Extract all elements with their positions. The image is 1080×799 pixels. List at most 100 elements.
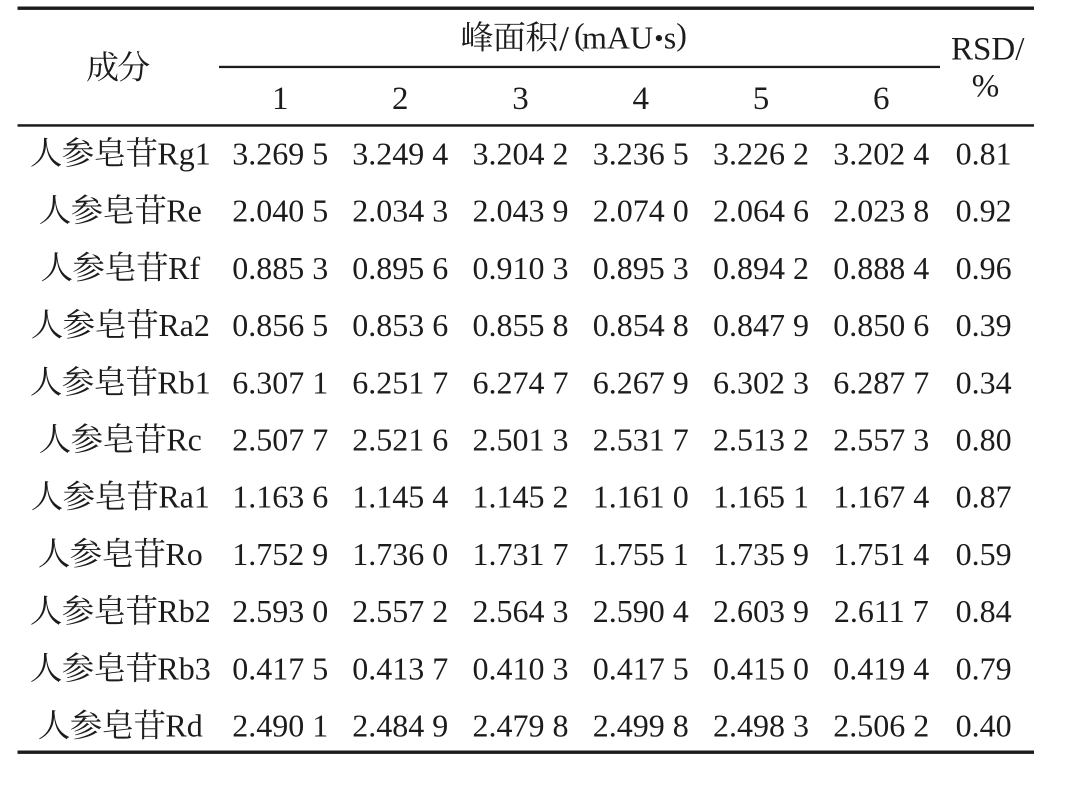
svg-text:2.590 4: 2.590 4 bbox=[593, 593, 689, 629]
svg-text:6.302 3: 6.302 3 bbox=[713, 364, 809, 400]
svg-text:%: % bbox=[972, 69, 1000, 105]
svg-text:2.484 9: 2.484 9 bbox=[352, 708, 448, 744]
svg-text:3: 3 bbox=[512, 81, 529, 117]
svg-text:2.593 0: 2.593 0 bbox=[232, 593, 328, 629]
svg-text:Rf: Rf bbox=[168, 250, 200, 286]
svg-text:3.204 2: 3.204 2 bbox=[473, 135, 569, 171]
svg-text:0.855 8: 0.855 8 bbox=[473, 307, 569, 343]
svg-text:Rd: Rd bbox=[165, 708, 202, 744]
svg-text:0.417 5: 0.417 5 bbox=[232, 650, 328, 686]
svg-text:1.731 7: 1.731 7 bbox=[473, 536, 569, 572]
svg-text:6.307 1: 6.307 1 bbox=[232, 364, 328, 400]
svg-text:Rc: Rc bbox=[166, 422, 202, 458]
svg-text:Rb3: Rb3 bbox=[157, 650, 210, 686]
svg-text:2.521 6: 2.521 6 bbox=[352, 422, 448, 458]
svg-text:0.39: 0.39 bbox=[956, 307, 1012, 343]
svg-text:1.145 2: 1.145 2 bbox=[473, 479, 569, 515]
svg-text:0.79: 0.79 bbox=[956, 650, 1012, 686]
svg-text:0.417 5: 0.417 5 bbox=[593, 650, 689, 686]
svg-text:0.894 2: 0.894 2 bbox=[713, 250, 809, 286]
svg-text:0.92: 0.92 bbox=[956, 193, 1012, 229]
svg-text:2.564 3: 2.564 3 bbox=[473, 593, 569, 629]
svg-text:Re: Re bbox=[166, 193, 202, 229]
svg-text:Ra1: Ra1 bbox=[158, 479, 210, 515]
svg-text:0.59: 0.59 bbox=[956, 536, 1012, 572]
svg-text:2.023 8: 2.023 8 bbox=[833, 193, 929, 229]
svg-text:0.856 5: 0.856 5 bbox=[232, 307, 328, 343]
svg-text:6.251 7: 6.251 7 bbox=[352, 364, 448, 400]
svg-text:0.413 7: 0.413 7 bbox=[352, 650, 448, 686]
svg-text:): ) bbox=[676, 16, 687, 52]
svg-text:2.043 9: 2.043 9 bbox=[473, 193, 569, 229]
svg-text:1.145 4: 1.145 4 bbox=[352, 479, 448, 515]
svg-text:4: 4 bbox=[633, 81, 650, 117]
svg-text:2.064 6: 2.064 6 bbox=[713, 193, 809, 229]
svg-text:3.236 5: 3.236 5 bbox=[593, 135, 689, 171]
svg-text:2.603 9: 2.603 9 bbox=[713, 593, 809, 629]
svg-text:2.490 1: 2.490 1 bbox=[232, 708, 328, 744]
svg-text:s: s bbox=[664, 19, 676, 55]
svg-text:Rg1: Rg1 bbox=[157, 135, 210, 171]
svg-text:2.501 3: 2.501 3 bbox=[473, 422, 569, 458]
svg-text:2.506 2: 2.506 2 bbox=[833, 708, 929, 744]
svg-text:0.888 4: 0.888 4 bbox=[833, 250, 929, 286]
svg-text:6: 6 bbox=[873, 81, 890, 117]
svg-text:Rb2: Rb2 bbox=[157, 593, 210, 629]
svg-text:6.267 9: 6.267 9 bbox=[593, 364, 689, 400]
svg-text:3.269 5: 3.269 5 bbox=[232, 135, 328, 171]
svg-text:2.499 8: 2.499 8 bbox=[593, 708, 689, 744]
svg-text:Ro: Ro bbox=[165, 536, 202, 572]
svg-text:2.557 3: 2.557 3 bbox=[833, 422, 929, 458]
svg-text:0.910 3: 0.910 3 bbox=[473, 250, 569, 286]
svg-text:Rb1: Rb1 bbox=[157, 364, 210, 400]
svg-text:Ra2: Ra2 bbox=[158, 307, 210, 343]
svg-text:mAU: mAU bbox=[582, 19, 653, 55]
svg-text:6.274 7: 6.274 7 bbox=[473, 364, 569, 400]
svg-text:0.81: 0.81 bbox=[956, 135, 1012, 171]
svg-text:1.752 9: 1.752 9 bbox=[232, 536, 328, 572]
svg-text:RSD/: RSD/ bbox=[951, 32, 1025, 68]
svg-text:0.895 3: 0.895 3 bbox=[593, 250, 689, 286]
svg-text:0.96: 0.96 bbox=[956, 250, 1012, 286]
svg-text:2.479 8: 2.479 8 bbox=[473, 708, 569, 744]
svg-text:0.853 6: 0.853 6 bbox=[352, 307, 448, 343]
svg-text:3.226 2: 3.226 2 bbox=[713, 135, 809, 171]
svg-text:0.410 3: 0.410 3 bbox=[473, 650, 569, 686]
svg-text:0.850 6: 0.850 6 bbox=[833, 307, 929, 343]
svg-text:2.074 0: 2.074 0 bbox=[593, 193, 689, 229]
svg-text:0.895 6: 0.895 6 bbox=[352, 250, 448, 286]
svg-text:(: ( bbox=[574, 16, 585, 52]
svg-text:1.163 6: 1.163 6 bbox=[232, 479, 328, 515]
svg-text:1.736 0: 1.736 0 bbox=[352, 536, 448, 572]
svg-text:2.034 3: 2.034 3 bbox=[352, 193, 448, 229]
svg-text:1: 1 bbox=[272, 81, 289, 117]
svg-text:2: 2 bbox=[392, 81, 409, 117]
svg-text:3.202 4: 3.202 4 bbox=[833, 135, 929, 171]
svg-text:1.161 0: 1.161 0 bbox=[593, 479, 689, 515]
svg-text:2.507 7: 2.507 7 bbox=[232, 422, 328, 458]
svg-text:0.419 4: 0.419 4 bbox=[833, 650, 929, 686]
svg-text:1.735 9: 1.735 9 bbox=[713, 536, 809, 572]
svg-text:2.040 5: 2.040 5 bbox=[232, 193, 328, 229]
svg-text:0.885 3: 0.885 3 bbox=[232, 250, 328, 286]
svg-text:0.34: 0.34 bbox=[956, 364, 1012, 400]
svg-text:2.531 7: 2.531 7 bbox=[593, 422, 689, 458]
svg-text:5: 5 bbox=[753, 81, 770, 117]
svg-text:0.415 0: 0.415 0 bbox=[713, 650, 809, 686]
svg-text:2.611 7: 2.611 7 bbox=[834, 593, 929, 629]
svg-text:0.84: 0.84 bbox=[956, 593, 1012, 629]
svg-text:0.854 8: 0.854 8 bbox=[593, 307, 689, 343]
svg-text:0.847 9: 0.847 9 bbox=[713, 307, 809, 343]
svg-text:2.513 2: 2.513 2 bbox=[713, 422, 809, 458]
svg-text:2.557 2: 2.557 2 bbox=[352, 593, 448, 629]
svg-text:2.498 3: 2.498 3 bbox=[713, 708, 809, 744]
svg-text:0.40: 0.40 bbox=[956, 708, 1012, 744]
svg-text:0.80: 0.80 bbox=[956, 422, 1012, 458]
svg-text:3.249 4: 3.249 4 bbox=[352, 135, 448, 171]
svg-text:1.165 1: 1.165 1 bbox=[713, 479, 809, 515]
svg-text:1.755 1: 1.755 1 bbox=[593, 536, 689, 572]
svg-text:6.287 7: 6.287 7 bbox=[833, 364, 929, 400]
svg-text:1.751 4: 1.751 4 bbox=[833, 536, 929, 572]
svg-text:0.87: 0.87 bbox=[956, 479, 1012, 515]
svg-text:1.167 4: 1.167 4 bbox=[833, 479, 929, 515]
